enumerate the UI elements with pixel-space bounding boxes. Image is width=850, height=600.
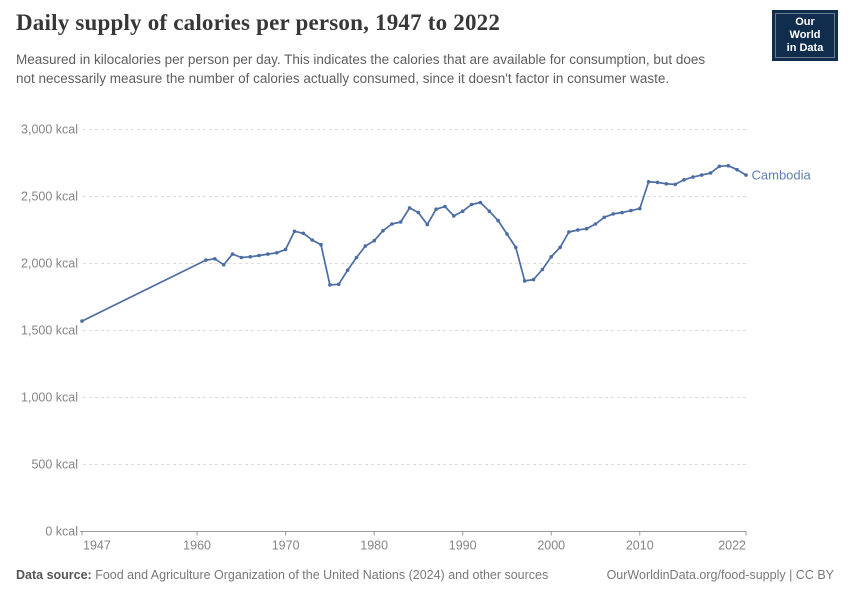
x-tick-label: 2022 [718, 539, 746, 553]
y-gridlines: 0 kcal 500 kcal 1,000 kcal 1,500 kcal 2,000 … [21, 123, 746, 539]
y-tick-label: 500 kcal [31, 458, 78, 472]
y-tick-label: 2,000 kcal [21, 257, 78, 271]
chart-subtitle: Measured in kilocalories per person per … [16, 52, 706, 87]
x-axis: 1947 1960 1970 1980 1990 2000 2010 2022 [80, 531, 747, 553]
data-source: Data source: Food and Agriculture Organi… [16, 568, 548, 582]
data-source-text: Food and Agriculture Organization of the… [91, 568, 549, 582]
credit-link[interactable]: OurWorldinData.org/food-supply | CC BY [606, 568, 834, 582]
entity-label[interactable]: Cambodia [752, 168, 812, 183]
owid-logo-box: Our World in Data [772, 10, 838, 61]
y-tick-label: 0 kcal [45, 525, 78, 539]
y-tick-label: 2,500 kcal [21, 190, 78, 204]
chart-footer: Data source: Food and Agriculture Organi… [16, 568, 834, 582]
y-tick-label: 1,500 kcal [21, 324, 78, 338]
owid-logo-line1: Our World [789, 16, 821, 41]
owid-logo-text: Our World in Data [775, 13, 835, 58]
page-title: Daily supply of calories per person, 194… [16, 10, 501, 35]
x-tick-label: 1980 [360, 539, 388, 553]
x-tick-label: 2010 [626, 539, 654, 553]
y-tick-label: 1,000 kcal [21, 391, 78, 405]
x-tick-label: 1960 [183, 539, 211, 553]
series-cambodia[interactable]: Cambodia [80, 163, 812, 323]
owid-logo-line2: in Data [786, 41, 824, 54]
series-points [80, 163, 748, 323]
owid-logo[interactable]: Our World in Data [772, 10, 838, 61]
y-tick-label: 3,000 kcal [21, 123, 78, 137]
x-tick-label: 1947 [83, 539, 111, 553]
data-source-label: Data source: [16, 568, 92, 582]
series-line [81, 164, 747, 322]
x-tick-label: 1970 [272, 539, 300, 553]
x-tick-label: 2000 [537, 539, 565, 553]
x-tick-label: 1990 [449, 539, 477, 553]
